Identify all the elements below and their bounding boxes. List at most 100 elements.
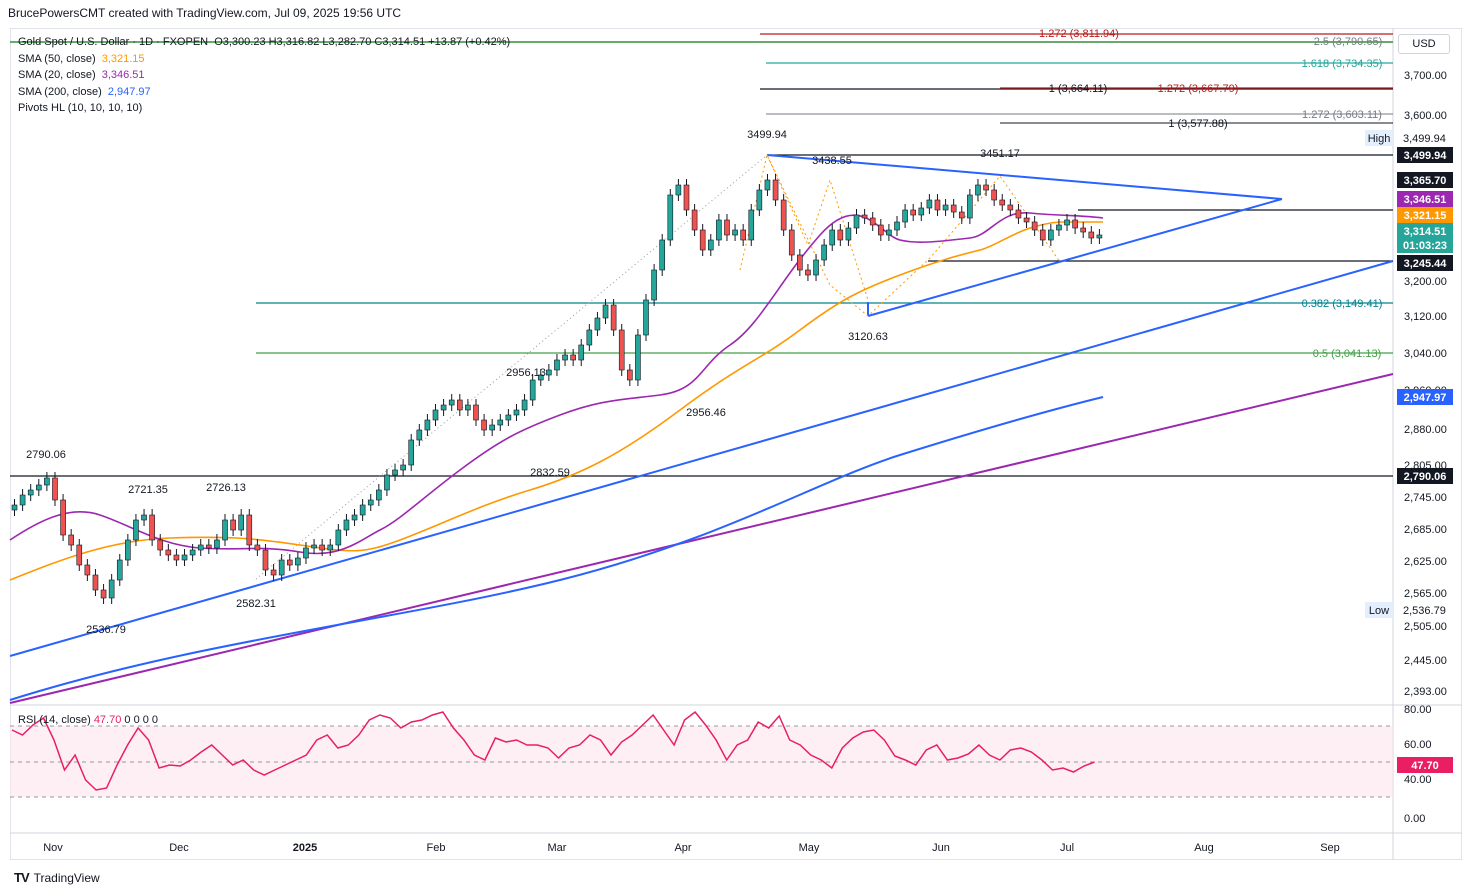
time-axis-label: Aug <box>1194 842 1214 854</box>
price-tag: 3,499.94 <box>1403 133 1446 145</box>
candle-body <box>869 217 876 226</box>
price-tag-bg <box>1397 237 1453 253</box>
candle-body <box>505 414 512 421</box>
price-tag-bg <box>1397 147 1453 163</box>
candle-body <box>659 239 666 271</box>
price-axis-label: 2,505.00 <box>1404 621 1447 633</box>
pivot-label: 2721.35 <box>128 484 168 496</box>
pivots-label: Pivots HL (10, 10, 10, 10) <box>18 102 143 114</box>
candle-body <box>343 519 350 531</box>
pivot-label: 2956.13 <box>506 367 546 379</box>
price-tag-bg <box>1397 207 1453 223</box>
candle-body <box>1080 227 1087 233</box>
fib-label: 1.272 (3,811.94) <box>1039 28 1119 40</box>
price-tag-bg <box>1397 255 1453 271</box>
candle-body <box>594 317 601 331</box>
candle-body <box>853 214 860 229</box>
candle-body <box>797 254 803 271</box>
candle-body <box>456 399 463 411</box>
candle-body <box>481 419 487 431</box>
candle-body <box>756 189 763 211</box>
time-axis-label: Jun <box>932 842 950 854</box>
candle-body <box>149 514 155 541</box>
candle-body <box>845 227 852 241</box>
candle-body <box>813 259 819 276</box>
rsi-axis-label: 80.00 <box>1404 704 1432 716</box>
candle-body <box>27 489 34 496</box>
candle-body <box>246 514 253 546</box>
price-tag-bg <box>1397 757 1453 773</box>
candle-body <box>1015 209 1022 219</box>
sma50-row[interactable]: SMA (50, close) 3,321.15 <box>18 51 510 68</box>
candle-body <box>529 379 536 401</box>
candle-body <box>837 229 844 241</box>
price-axis-label: 3,040.00 <box>1404 348 1447 360</box>
triangle-lower-trendline <box>867 198 1283 317</box>
candle-body <box>416 429 423 441</box>
candle-body <box>335 529 342 546</box>
rsi-axis-label: 60.00 <box>1404 739 1432 751</box>
fib-label: 1.618 (3,734.35) <box>1302 58 1383 70</box>
sma20-value: 3,346.51 <box>101 69 145 81</box>
candle-body <box>100 589 107 599</box>
candle-body <box>1048 229 1054 241</box>
candle-body <box>432 409 439 421</box>
price-tag: 3,314.51 <box>1404 226 1447 238</box>
candle-body <box>400 464 406 471</box>
sma200-row[interactable]: SMA (200, close) 2,947.97 <box>18 84 510 101</box>
candle-body <box>562 354 568 361</box>
candle-body <box>740 229 746 241</box>
candle-body <box>691 209 698 231</box>
zigzag-pattern <box>739 153 1061 317</box>
candle-body <box>497 419 504 426</box>
symbol-row[interactable]: Gold Spot / U.S. Dollar · 1D · FXOPEN O3… <box>18 34 510 51</box>
candle-body <box>408 439 415 466</box>
candle-body <box>926 199 933 209</box>
price-tag: 3,321.15 <box>1404 210 1447 222</box>
candle-body <box>1056 224 1062 231</box>
candle-body <box>295 557 301 566</box>
candle-body <box>189 549 196 556</box>
candle-body <box>11 504 18 511</box>
candle-body <box>983 184 989 191</box>
candle-body <box>68 534 74 546</box>
candle-body <box>270 569 277 576</box>
time-axis-label: May <box>799 842 820 854</box>
candle-body <box>999 199 1006 206</box>
candle-body <box>675 184 682 196</box>
candle-body <box>351 514 358 521</box>
candle-body <box>707 239 714 251</box>
sma50-line <box>9 221 1103 581</box>
candle-body <box>635 334 641 381</box>
candle-body <box>157 539 164 551</box>
measure-line <box>255 154 768 580</box>
time-axis-label: 2025 <box>293 842 317 854</box>
pivots-row[interactable]: Pivots HL (10, 10, 10, 10) <box>18 100 510 117</box>
candle-body <box>1007 204 1014 211</box>
currency-selector[interactable]: USD <box>1398 34 1450 54</box>
candle-body <box>384 474 390 491</box>
rsi-axis-label: 0.00 <box>1404 813 1425 825</box>
candle-body <box>206 544 212 549</box>
price-tag-bg <box>1397 223 1453 239</box>
rsi-legend[interactable]: RSI (14, close) 47.70 0 0 0 0 <box>18 714 158 726</box>
fib-label: 1 (3,664.11) <box>1049 83 1108 95</box>
candle-body <box>327 544 334 551</box>
rsi-value: 47.70 <box>93 714 122 726</box>
candle-body <box>861 214 868 219</box>
price-axis-label: 2,393.00 <box>1404 686 1447 698</box>
price-tag-bg <box>1397 191 1453 207</box>
candle-body <box>262 549 269 571</box>
fib-label: 1.272 (3,603.11) <box>1302 109 1382 121</box>
sma20-row[interactable]: SMA (20, close) 3,346.51 <box>18 67 510 84</box>
sma200-label: SMA (200, close) <box>18 85 102 98</box>
candle-body <box>699 229 706 251</box>
pivot-label: 2726.13 <box>206 482 246 494</box>
pivot-label: 3499.94 <box>747 129 787 141</box>
candle-body <box>934 199 941 211</box>
candle-body <box>424 419 431 431</box>
symbol-name[interactable]: Gold Spot / U.S. Dollar · 1D · FXOPEN <box>18 36 209 48</box>
chart-legend: Gold Spot / U.S. Dollar · 1D · FXOPEN O3… <box>18 34 510 117</box>
candle-body <box>602 304 609 319</box>
